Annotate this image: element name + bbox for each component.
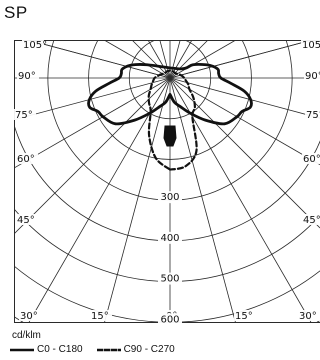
angle-grid-line-left-30	[28, 77, 171, 322]
angle-label-right-105-bg	[301, 39, 320, 50]
angle-label-left-105-bg	[22, 39, 44, 50]
radial-grid-circle-400	[14, 123, 320, 242]
angle-label-left-30-bg	[19, 310, 41, 321]
upper-angle-grid-line-right-15	[169, 40, 181, 79]
angle-grid-line-right-15	[169, 77, 236, 322]
radial-tick-label-400: 400	[160, 233, 179, 244]
lamp-body-mark	[163, 125, 177, 147]
angle-grid-line-left-45	[14, 77, 171, 235]
upper-angle-grid-line-left-45	[131, 40, 171, 79]
series-curve-c90-c270	[147, 69, 198, 171]
angle-label-right-105: 105°	[302, 40, 320, 51]
angle-label-right-60-bg	[302, 153, 320, 164]
radial-tick-label-600: 600	[160, 314, 179, 325]
upper-angle-grid-line-left-75	[28, 40, 171, 79]
radial-tick-label-500: 500	[160, 274, 179, 285]
angle-label-left-90-bg	[17, 70, 39, 81]
angle-grid-line-left-75	[14, 77, 171, 121]
radial-tick-label-bg-600	[158, 313, 182, 326]
angle-label-right-45-bg	[302, 214, 320, 225]
angle-label-right-90-bg	[304, 70, 320, 81]
angle-label-left-105: 105°	[23, 40, 47, 51]
angle-label-left-30: 30°	[20, 311, 38, 322]
angle-grid-line-left-60	[14, 77, 171, 169]
luminous-curves	[87, 63, 253, 171]
angle-label-left-45-bg	[16, 214, 38, 225]
upper-angle-grid-line-left-60	[103, 40, 171, 79]
legend-label-c90-c270: C90 - C270	[123, 344, 175, 355]
angle-label-left-90: 90°	[18, 71, 36, 82]
radial-tick-label-bg-300	[158, 191, 182, 204]
angle-label-right-60: 60°	[303, 154, 320, 165]
series-curve-c0-c180	[87, 63, 253, 126]
angle-grid-line-left-15	[104, 77, 171, 322]
legend-item-c0-c180: C0 - C180	[10, 344, 83, 356]
legend-line-dashed	[96, 348, 121, 352]
legend: C0 - C180 C90 - C270	[10, 344, 189, 356]
angle-label-right-30: 30°	[299, 311, 317, 322]
angle-label-right-45: 45°	[303, 215, 320, 226]
unit-label: cd/klm	[12, 330, 41, 341]
upper-angle-grid-line-right-60	[169, 40, 237, 79]
angle-label-left-45: 45°	[17, 215, 35, 226]
upper-angle-grid-line-right-45	[169, 40, 209, 79]
angle-label-left-75-bg	[14, 109, 36, 120]
angle-label-left-60: 60°	[17, 154, 35, 165]
angle-label-left-15: 15°	[91, 311, 109, 322]
angle-grid-line-right-75	[169, 77, 320, 119]
chart-title: SP	[4, 3, 28, 22]
angle-label-right-15-bg	[234, 310, 256, 321]
legend-item-c90-c270: C90 - C270	[96, 344, 175, 356]
angle-label-left-60-bg	[16, 153, 38, 164]
angle-label-right-75: 75°	[306, 110, 320, 121]
radial-tick-label-bg-500	[158, 272, 182, 285]
polar-labels: 105° 105° 90° 90° 75° 75° 60° 60° 45° 45° 30° 30° 15…	[14, 39, 320, 326]
angle-label-right-30-bg	[298, 310, 320, 321]
radial-tick-label-bg-400	[158, 231, 182, 244]
angle-label-left-75: 75°	[15, 110, 33, 121]
angle-label-left-15-bg	[90, 310, 112, 321]
angle-grid-line-right-60	[169, 77, 320, 165]
angle-label-right-90: 90°	[305, 71, 320, 82]
upper-angle-grid-line-right-75	[169, 40, 312, 79]
legend-label-c0-c180: C0 - C180	[37, 344, 83, 355]
angle-grid-line-right-45	[169, 77, 320, 229]
angle-label-right-15: 15°	[235, 311, 253, 322]
radial-tick-label-300: 300	[160, 192, 179, 203]
angle-label-right-75-bg	[305, 109, 320, 120]
legend-line-solid	[10, 348, 34, 352]
